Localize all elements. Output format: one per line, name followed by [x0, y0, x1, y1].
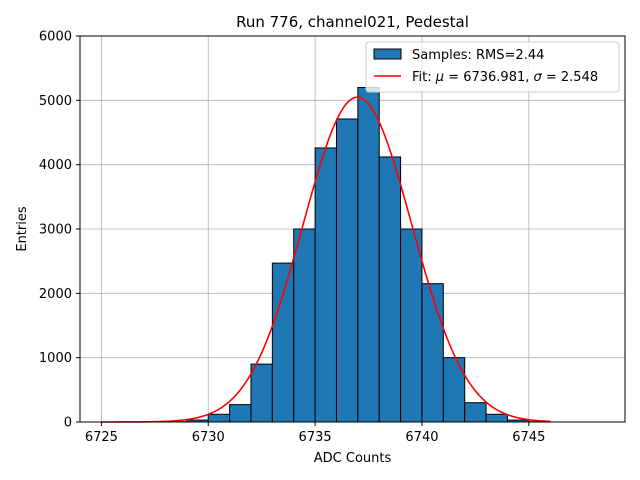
legend-fit-label: Fit: μ = 6736.981, σ = 2.548	[412, 70, 598, 85]
y-tick-label: 0	[64, 416, 72, 431]
fit-curve-group	[101, 96, 551, 423]
histogram-bar	[485, 413, 508, 423]
y-axis-label: Entries	[15, 206, 30, 252]
histogram-bar	[378, 156, 402, 423]
fit-curve	[101, 96, 551, 423]
legend-fit-sigma-value: = 2.548	[542, 70, 598, 85]
x-tick-label: 6730	[192, 430, 225, 445]
histogram-bar	[421, 283, 444, 423]
legend-fit-sigma-symbol: σ	[534, 70, 543, 85]
histogram-bar	[400, 228, 423, 423]
histogram-bar	[357, 86, 380, 423]
x-tick-label: 6735	[299, 430, 332, 445]
histogram-bar	[335, 118, 359, 423]
legend-fit-prefix: Fit:	[412, 70, 436, 85]
legend-samples-swatch	[373, 48, 402, 60]
legend-samples-label: Samples: RMS=2.44	[412, 48, 544, 63]
x-tick-label: 6745	[512, 430, 545, 445]
y-tick-label: 2000	[39, 287, 72, 302]
histogram-bars	[164, 86, 551, 423]
legend: Samples: RMS=2.44 Fit: μ = 6736.981, σ =…	[365, 41, 620, 93]
x-axis-label: ADC Counts	[314, 451, 392, 466]
histogram-bar	[293, 228, 316, 423]
histogram-bar	[250, 363, 273, 423]
histogram-bar	[271, 262, 295, 423]
y-tick-label: 1000	[39, 351, 72, 366]
axis-ticks: 6725 6730 6735 6740 6745 0 1000 2000 3000 4000 500…	[39, 30, 545, 446]
histogram-bar	[314, 147, 337, 423]
legend-fit-mu-value: = 6736.981,	[444, 70, 533, 85]
histogram-bar	[229, 404, 252, 423]
chart-title: Run 776, channel021, Pedestal	[236, 13, 469, 31]
legend-fit-mu-symbol: μ	[435, 70, 444, 85]
y-tick-label: 6000	[39, 30, 72, 45]
histogram-bar	[464, 402, 487, 423]
x-tick-label: 6725	[85, 430, 118, 445]
x-tick-label: 6740	[405, 430, 438, 445]
legend-box	[365, 41, 620, 93]
y-tick-label: 5000	[39, 94, 72, 109]
y-tick-label: 4000	[39, 158, 72, 173]
y-tick-label: 3000	[39, 223, 72, 238]
histogram-bar	[442, 357, 466, 423]
histogram-bar	[207, 413, 231, 423]
